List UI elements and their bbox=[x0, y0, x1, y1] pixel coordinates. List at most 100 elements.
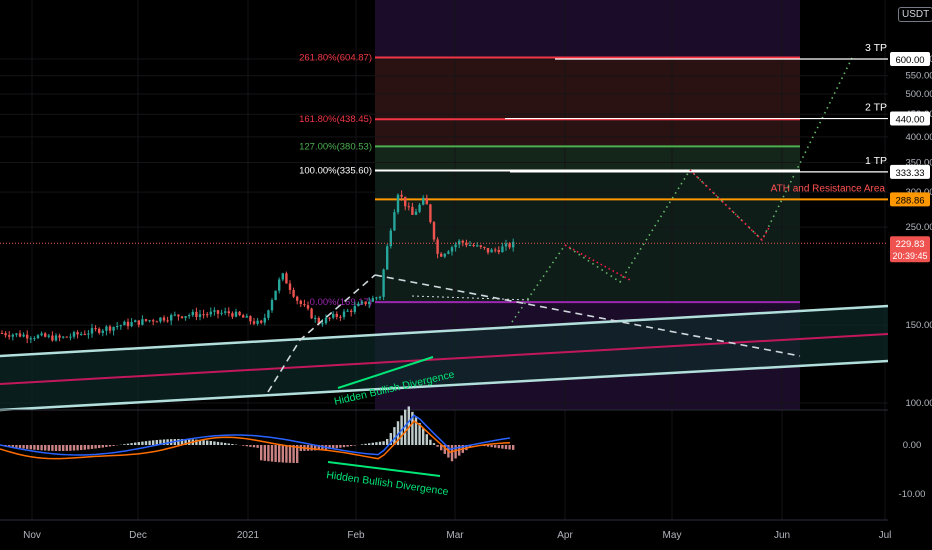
candle-body-14 bbox=[51, 335, 54, 341]
macd-hist-13 bbox=[47, 445, 50, 451]
macd-hist-36 bbox=[130, 443, 133, 445]
macd-hist-11 bbox=[40, 445, 43, 451]
macd-hist-109 bbox=[393, 427, 396, 445]
candle-body-76 bbox=[274, 290, 277, 301]
candle-body-121 bbox=[436, 239, 439, 254]
macd-line bbox=[0, 414, 511, 456]
candle-body-110 bbox=[396, 194, 400, 213]
macd-hist-130 bbox=[468, 445, 472, 448]
candle-body-100 bbox=[360, 301, 364, 304]
candle-body-54 bbox=[195, 311, 198, 317]
candle-body-42 bbox=[152, 320, 155, 322]
projection-green bbox=[511, 57, 853, 323]
candle-body-29 bbox=[105, 326, 108, 331]
macd-hist-49 bbox=[177, 439, 180, 445]
candle-body-78 bbox=[281, 273, 284, 280]
candle-body-82 bbox=[296, 296, 299, 301]
candle-body-135 bbox=[486, 247, 490, 253]
candle-body-44 bbox=[159, 317, 162, 322]
current-price-tag-bg bbox=[890, 236, 930, 263]
macd-hist-28 bbox=[101, 445, 104, 448]
macd-hist-10 bbox=[36, 445, 40, 451]
macd-hist-24 bbox=[87, 445, 90, 450]
candle-body-81 bbox=[292, 290, 295, 297]
macd-hist-74 bbox=[267, 445, 270, 462]
candle-body-133 bbox=[479, 245, 482, 247]
macd-hist-116 bbox=[418, 422, 421, 445]
macd-hist-5 bbox=[18, 445, 22, 449]
candle-body-19 bbox=[69, 336, 72, 338]
candle-body-94 bbox=[339, 316, 342, 318]
candle-body-99 bbox=[357, 303, 360, 307]
candle-body-88 bbox=[317, 317, 320, 324]
divergence-price-line bbox=[337, 356, 434, 389]
candle-body-36 bbox=[130, 322, 133, 327]
candle-body-62 bbox=[224, 311, 227, 313]
macd-hist-8 bbox=[29, 445, 32, 450]
candle-body-18 bbox=[65, 336, 68, 338]
macd-hist-118 bbox=[425, 434, 428, 445]
candle-body-55 bbox=[198, 314, 202, 317]
candle-body-24 bbox=[87, 333, 90, 335]
currency-badge[interactable]: USDT bbox=[898, 7, 932, 22]
candle-body-8 bbox=[29, 338, 32, 340]
macd-hist-97 bbox=[350, 445, 353, 447]
macd-hist-67 bbox=[242, 445, 245, 446]
countdown: 20:39:45 bbox=[892, 251, 927, 261]
macd-hist-71 bbox=[256, 445, 259, 448]
macd-hist-141 bbox=[508, 445, 511, 450]
fib-label-3: 100.00%(335.60) bbox=[299, 166, 372, 177]
candle-body-26 bbox=[94, 328, 97, 330]
candle-body-53 bbox=[191, 311, 194, 316]
candle-body-16 bbox=[58, 335, 61, 338]
candle-body-2 bbox=[8, 335, 11, 337]
time-tick-7: Jun bbox=[774, 530, 790, 541]
candle-body-57 bbox=[206, 314, 209, 316]
candle-body-35 bbox=[126, 321, 130, 327]
macd-hist-110 bbox=[396, 421, 400, 445]
macd-hist-63 bbox=[227, 443, 230, 445]
candle-body-142 bbox=[512, 241, 515, 248]
macd-hist-29 bbox=[105, 445, 108, 448]
fib-label-1: 161.80%(438.45) bbox=[299, 114, 372, 125]
zone-upper bbox=[375, 57, 800, 147]
candle-body-49 bbox=[177, 314, 180, 317]
candle-body-40 bbox=[144, 319, 148, 321]
candle-body-124 bbox=[447, 251, 450, 254]
price-tag-2: 333.33 bbox=[895, 168, 924, 179]
candle-body-83 bbox=[299, 300, 302, 305]
macd-hist-126 bbox=[454, 445, 457, 459]
candle-body-38 bbox=[137, 320, 140, 325]
candle-body-136 bbox=[490, 249, 493, 253]
macd-hist-86 bbox=[310, 445, 313, 451]
candle-body-103 bbox=[371, 298, 374, 302]
price-tag-3: 288.86 bbox=[895, 195, 924, 206]
candle-body-108 bbox=[389, 230, 392, 247]
macd-hist-122 bbox=[440, 445, 443, 451]
macd-hist-105 bbox=[378, 441, 382, 445]
tp-label-0: 3 TP bbox=[865, 42, 887, 54]
candle-body-89 bbox=[321, 323, 324, 325]
macd-hist-19 bbox=[69, 445, 72, 451]
projection-red-2 bbox=[689, 169, 771, 242]
macd-hist-54 bbox=[195, 439, 198, 445]
candle-body-114 bbox=[411, 206, 414, 215]
macd-hist-25 bbox=[90, 445, 94, 449]
macd-hist-112 bbox=[404, 409, 407, 445]
macd-hist-12 bbox=[44, 445, 47, 451]
macd-hist-138 bbox=[497, 445, 500, 449]
macd-hist-57 bbox=[206, 440, 209, 445]
candle-body-132 bbox=[476, 245, 479, 247]
candle-body-1 bbox=[4, 333, 7, 336]
candle-body-123 bbox=[443, 253, 446, 257]
time-tick-3: Feb bbox=[347, 530, 365, 541]
macd-pane: Hidden Bullish Divergence bbox=[0, 406, 932, 498]
candle-body-50 bbox=[180, 316, 184, 318]
candle-body-66 bbox=[238, 311, 241, 316]
macd-hist-120 bbox=[432, 443, 436, 445]
candle-body-113 bbox=[407, 206, 410, 208]
candle-body-70 bbox=[252, 321, 256, 324]
candle-body-46 bbox=[166, 320, 169, 322]
macd-hist-18 bbox=[65, 445, 68, 451]
